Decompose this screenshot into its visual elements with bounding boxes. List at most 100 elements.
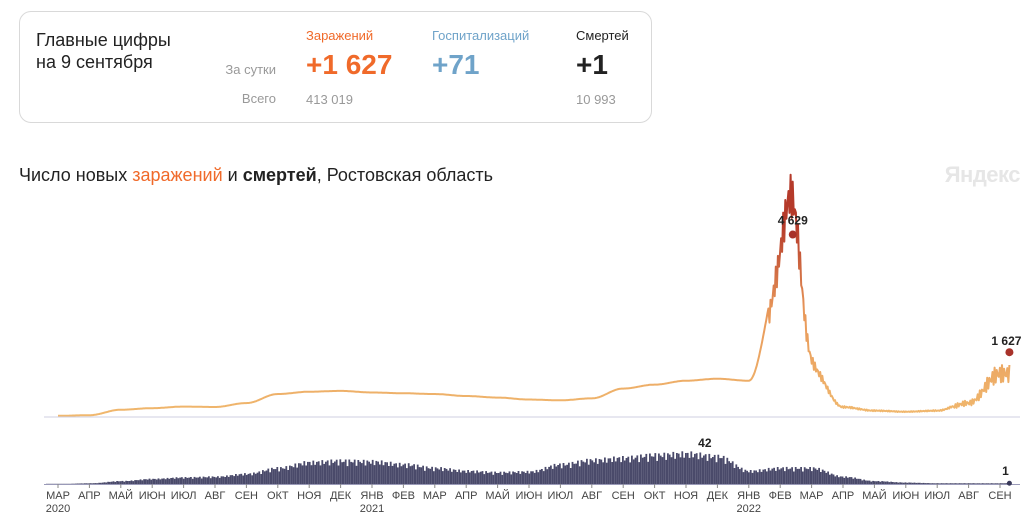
deaths-bar	[841, 476, 844, 484]
deaths-bar	[791, 467, 793, 484]
deaths-bar	[874, 481, 876, 484]
deaths-bar	[983, 483, 986, 484]
deaths-bar	[953, 483, 955, 484]
deaths-bar	[638, 462, 640, 484]
deaths-bar	[130, 480, 133, 484]
deaths-bar	[308, 461, 311, 484]
x-tick-label: ИЮЛ	[548, 490, 574, 502]
chart-title: Число новых заражений и смертей, Ростовс…	[19, 165, 493, 186]
deaths-bar	[809, 467, 811, 484]
deaths-bar	[110, 481, 113, 484]
deaths-bar	[685, 453, 687, 484]
deaths-bar	[780, 468, 783, 484]
deaths-bar	[623, 460, 626, 484]
deaths-bar	[848, 477, 851, 484]
deaths-bar	[625, 458, 628, 484]
deaths-bar	[172, 477, 174, 484]
deaths-bar	[191, 478, 194, 484]
deaths-bar	[343, 461, 345, 484]
deaths-bar	[686, 452, 689, 484]
deaths-bar	[679, 457, 682, 484]
deaths-bar	[519, 473, 522, 484]
deaths-bar	[379, 464, 381, 484]
deaths-bar	[803, 467, 806, 484]
deaths-bar	[744, 469, 747, 484]
deaths-bar	[992, 483, 995, 484]
deaths-bar	[987, 483, 990, 484]
deaths-bar	[611, 462, 613, 484]
deaths-bar	[352, 462, 354, 484]
deaths-bar	[620, 462, 622, 484]
deaths-bar	[119, 481, 122, 484]
deaths-bar	[370, 463, 372, 484]
deaths-bar	[857, 478, 860, 484]
deaths-bar	[317, 461, 320, 484]
deaths-bar	[186, 477, 189, 484]
deaths-bar	[240, 473, 243, 484]
deaths-bar	[481, 471, 484, 484]
deaths-bar	[247, 473, 250, 484]
deaths-bar	[148, 478, 151, 484]
deaths-bar	[974, 483, 977, 484]
x-axis: МАР АПР МАЙ ИЮН ИЮЛ АВГ СЕН ОКТ НОЯ ДЕК ЯНВ ФЕВ МАР А…	[46, 484, 1012, 515]
deaths-bar	[350, 461, 352, 484]
deaths-bar	[325, 461, 327, 484]
deaths-bar	[578, 466, 581, 484]
deaths-bar	[454, 469, 457, 484]
deaths-bar	[218, 477, 221, 484]
x-tick-label: МАР	[46, 490, 70, 502]
deaths-bar	[233, 476, 235, 484]
deaths-bar	[287, 470, 289, 484]
deaths-bar	[526, 470, 529, 484]
deaths-bar	[947, 483, 950, 484]
x-tick-label: АВГ	[958, 490, 979, 502]
deaths-bar	[406, 468, 408, 484]
deaths-bar	[157, 478, 160, 484]
deaths-bar	[245, 474, 248, 484]
x-tick-label: МАЙ	[109, 489, 133, 502]
deaths-bar	[737, 466, 739, 484]
deaths-bar	[242, 475, 244, 484]
deaths-bar	[911, 482, 914, 484]
deaths-bar	[715, 462, 718, 484]
infections-total: 413 019	[306, 92, 353, 107]
deaths-bar	[310, 465, 313, 484]
deaths-bar	[362, 459, 365, 484]
x-tick-label: МАР	[423, 490, 447, 502]
deaths-bar	[976, 483, 979, 484]
chart-title-suffix: , Ростовская область	[316, 165, 494, 185]
deaths-bar	[193, 476, 196, 484]
deaths-last-point	[1006, 480, 1012, 486]
deaths-bar	[989, 483, 991, 484]
deaths-bar	[328, 465, 331, 484]
deaths-bar	[256, 472, 259, 484]
deaths-bar	[226, 475, 228, 484]
deaths-bar	[955, 483, 957, 484]
deaths-bar	[413, 464, 415, 484]
deaths-bar	[924, 483, 927, 484]
deaths-bar	[926, 483, 928, 484]
deaths-bar	[368, 461, 370, 484]
deaths-bar	[143, 479, 145, 484]
deaths-bar	[929, 483, 932, 484]
deaths-bar	[670, 457, 673, 484]
deaths-bar	[431, 466, 433, 484]
deaths-bar	[506, 473, 509, 484]
daily-row-label: За сутки	[225, 62, 276, 77]
deaths-bar	[872, 480, 874, 484]
deaths-bar	[645, 453, 648, 484]
deaths-bar	[919, 482, 921, 484]
deaths-bar	[706, 460, 709, 484]
deaths-label: Смертей	[576, 28, 629, 43]
deaths-bar	[812, 467, 815, 484]
deaths-bar	[760, 471, 763, 484]
deaths-bar	[935, 483, 937, 484]
deaths-bar	[789, 468, 792, 484]
deaths-bar	[195, 477, 198, 484]
deaths-bar	[76, 483, 79, 484]
deaths-bar	[751, 472, 754, 484]
deaths-bar	[915, 482, 918, 484]
deaths-bar	[546, 469, 549, 484]
deaths-bar	[238, 474, 241, 484]
deaths-bar	[204, 477, 207, 484]
